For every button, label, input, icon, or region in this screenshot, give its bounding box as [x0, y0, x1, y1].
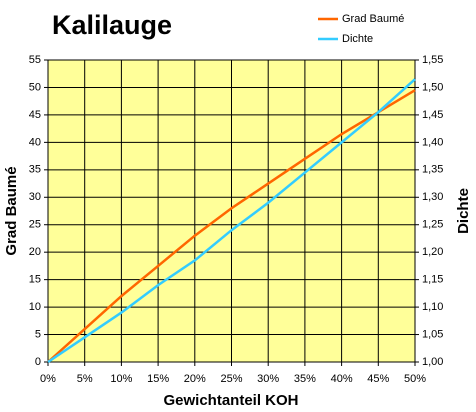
y2-tick-label: 1,35 [422, 164, 443, 176]
y-axis-label: Grad Baumé [3, 166, 20, 255]
y-tick-label: 55 [29, 54, 41, 66]
x-tick-label: 15% [147, 373, 169, 385]
y2-tick-label: 1,45 [422, 109, 443, 121]
x-tick-label: 0% [40, 373, 56, 385]
y-tick-label: 5 [35, 328, 41, 340]
y2-tick-label: 1,15 [422, 274, 443, 286]
x-tick-label: 45% [367, 373, 389, 385]
x-tick-label: 5% [77, 373, 93, 385]
x-tick-label: 20% [184, 373, 206, 385]
y2-tick-label: 1,50 [422, 81, 443, 93]
x-axis-label: Gewichtanteil KOH [163, 392, 298, 409]
y-tick-label: 30 [29, 191, 41, 203]
y-tick-label: 15 [29, 274, 41, 286]
y2-tick-label: 1,20 [422, 246, 443, 258]
y-tick-label: 25 [29, 219, 41, 231]
chart-title: Kalilauge [52, 10, 172, 40]
y2-axis-label: Dichte [455, 188, 472, 234]
y2-tick-label: 1,30 [422, 191, 443, 203]
y2-tick-label: 1,00 [422, 356, 443, 368]
y2-tick-label: 1,05 [422, 328, 443, 340]
y2-tick-label: 1,55 [422, 54, 443, 66]
y2-tick-label: 1,10 [422, 301, 443, 313]
x-tick-label: 50% [404, 373, 426, 385]
y2-tick-label: 1,40 [422, 136, 443, 148]
x-tick-label: 30% [257, 373, 279, 385]
x-tick-label: 25% [220, 373, 242, 385]
legend-label: Grad Baumé [342, 13, 404, 25]
y-tick-label: 35 [29, 164, 41, 176]
x-tick-label: 40% [331, 373, 353, 385]
x-tick-label: 10% [110, 373, 132, 385]
y2-tick-label: 1,25 [422, 219, 443, 231]
data-line [47, 89, 416, 363]
legend-label: Dichte [342, 33, 373, 45]
x-tick-label: 35% [294, 373, 316, 385]
y-tick-label: 45 [29, 109, 41, 121]
y-tick-label: 10 [29, 301, 41, 313]
y-tick-label: 0 [35, 356, 41, 368]
y-tick-label: 50 [29, 81, 41, 93]
data-line [47, 78, 416, 364]
y-tick-label: 20 [29, 246, 41, 258]
y-tick-label: 40 [29, 136, 41, 148]
